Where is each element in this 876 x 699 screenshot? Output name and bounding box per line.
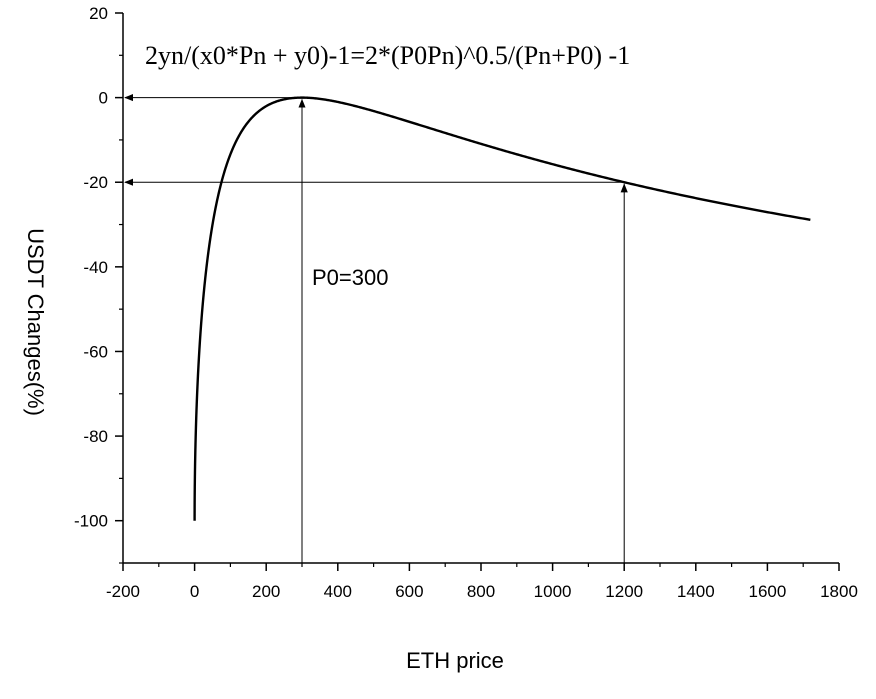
x-axis-title: ETH price bbox=[406, 648, 504, 673]
y-tick-label: -60 bbox=[83, 342, 108, 361]
y-axis-title: USDT Changes(%) bbox=[23, 228, 48, 416]
x-ticks: -200 0 200 400 600 800 1000 1200 1400 1600 1800 bbox=[106, 563, 858, 601]
x-tick-label: 1000 bbox=[534, 582, 572, 601]
x-tick-label: 1200 bbox=[605, 582, 643, 601]
x-tick-label: 800 bbox=[467, 582, 495, 601]
x-tick-label: 600 bbox=[395, 582, 423, 601]
x-tick-label: 200 bbox=[252, 582, 280, 601]
p0-annotation: P0=300 bbox=[312, 265, 388, 290]
y-tick-label: -20 bbox=[83, 173, 108, 192]
x-tick-label: -200 bbox=[106, 582, 140, 601]
guide-lines bbox=[124, 94, 628, 563]
x-tick-label: 1600 bbox=[748, 582, 786, 601]
usdt-change-curve bbox=[193, 96, 811, 521]
y-tick-label: -100 bbox=[74, 512, 108, 531]
x-tick-label: 1800 bbox=[820, 582, 858, 601]
y-tick-label: 0 bbox=[99, 89, 108, 108]
y-tick-label: -80 bbox=[83, 427, 108, 446]
y-tick-label: -40 bbox=[83, 258, 108, 277]
formula-label: 2yn/(x0*Pn + y0)-1=2*(P0Pn)^0.5/(Pn+P0) … bbox=[145, 41, 630, 70]
x-tick-label: 0 bbox=[190, 582, 199, 601]
y-tick-label: 20 bbox=[89, 4, 108, 23]
axes bbox=[122, 13, 839, 564]
x-tick-label: 1400 bbox=[677, 582, 715, 601]
y-ticks: -100 -80 -60 -40 -20 0 20 bbox=[74, 4, 123, 564]
x-tick-label: 400 bbox=[324, 582, 352, 601]
